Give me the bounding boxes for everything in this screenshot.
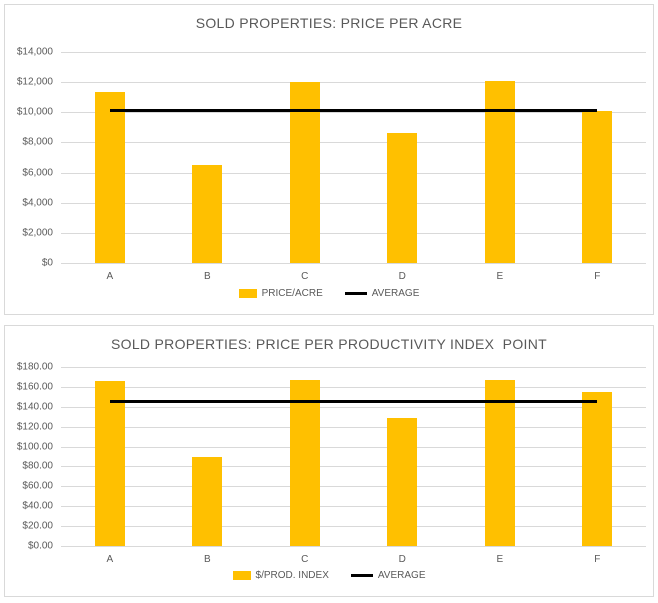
legend-item: AVERAGE bbox=[344, 288, 420, 299]
plot-area bbox=[61, 367, 646, 547]
chart-title: SOLD PROPERTIES: PRICE PER PRODUCTIVITY … bbox=[111, 336, 547, 352]
gridline bbox=[61, 52, 646, 53]
price-per-acre-chart[interactable]: SOLD PROPERTIES: PRICE PER ACRE PRICE/AC… bbox=[4, 4, 654, 315]
bar-B bbox=[192, 456, 223, 546]
legend-line-swatch bbox=[344, 292, 367, 295]
legend-item: $/PROD. INDEX bbox=[232, 570, 329, 581]
x-axis-tick-label: C bbox=[301, 554, 309, 565]
bar-C bbox=[289, 379, 320, 546]
gridline bbox=[61, 506, 646, 508]
y-axis-tick-label: $8,000 bbox=[22, 136, 53, 148]
gridline bbox=[61, 142, 646, 144]
chart-title: SOLD PROPERTIES: PRICE PER ACRE bbox=[195, 15, 463, 31]
gridline bbox=[61, 232, 646, 234]
x-axis-tick-label: C bbox=[301, 271, 309, 282]
gridline bbox=[61, 466, 646, 468]
x-axis-tick-label: E bbox=[496, 271, 504, 282]
bar-B bbox=[192, 165, 223, 263]
x-axis-tick-label: B bbox=[203, 271, 211, 282]
y-axis-tick-label: $80.00 bbox=[22, 460, 53, 472]
x-axis-tick-label: A bbox=[106, 271, 114, 282]
x-axis-tick-label: F bbox=[594, 271, 601, 282]
y-axis-tick-label: $180.00 bbox=[16, 361, 53, 373]
x-axis-tick-label: E bbox=[496, 554, 504, 565]
bar-D bbox=[387, 132, 418, 263]
average-line bbox=[109, 399, 598, 403]
average-line bbox=[109, 109, 598, 113]
legend-line-swatch bbox=[350, 574, 373, 577]
legend-bar-swatch bbox=[232, 571, 251, 580]
y-axis-tick-label: $10,000 bbox=[16, 106, 53, 118]
legend-item: PRICE/ACRE bbox=[238, 288, 323, 299]
legend: $/PROD. INDEX AVERAGE bbox=[5, 570, 653, 581]
y-axis-tick-label: $140.00 bbox=[16, 401, 53, 413]
y-axis-tick-label: $60.00 bbox=[22, 480, 53, 492]
gridline bbox=[61, 202, 646, 204]
x-axis-tick-label: A bbox=[106, 554, 114, 565]
plot-area bbox=[61, 52, 646, 264]
y-axis-tick-label: $6,000 bbox=[22, 167, 53, 179]
y-axis-tick-label: $2,000 bbox=[22, 227, 53, 239]
bar-A bbox=[94, 380, 125, 546]
legend-label: AVERAGE bbox=[371, 288, 420, 299]
gridline bbox=[61, 367, 646, 368]
x-axis-tick-label: D bbox=[398, 554, 406, 565]
x-axis-tick-label: F bbox=[594, 554, 601, 565]
y-axis-tick-label: $4,000 bbox=[22, 197, 53, 209]
bar-F bbox=[582, 110, 613, 263]
x-axis-tick-label: D bbox=[398, 271, 406, 282]
gridline bbox=[61, 426, 646, 428]
y-axis-tick-label: $12,000 bbox=[16, 76, 53, 88]
legend: PRICE/ACRE AVERAGE bbox=[5, 288, 653, 299]
gridline bbox=[61, 172, 646, 174]
legend-label: PRICE/ACRE bbox=[261, 288, 323, 299]
gridline bbox=[61, 446, 646, 448]
gridline bbox=[61, 406, 646, 408]
y-axis-tick-label: $0 bbox=[41, 257, 53, 269]
bar-A bbox=[94, 91, 125, 263]
y-axis-tick-label: $14,000 bbox=[16, 46, 53, 58]
price-per-productivity-index-chart[interactable]: SOLD PROPERTIES: PRICE PER PRODUCTIVITY … bbox=[4, 325, 654, 597]
legend-item: AVERAGE bbox=[350, 570, 426, 581]
y-axis-tick-label: $160.00 bbox=[16, 381, 53, 393]
bar-F bbox=[582, 391, 613, 546]
bar-D bbox=[387, 417, 418, 546]
gridline bbox=[61, 112, 646, 114]
gridline bbox=[61, 386, 646, 388]
legend-label: $/PROD. INDEX bbox=[255, 570, 329, 581]
bar-E bbox=[484, 379, 515, 546]
gridline bbox=[61, 486, 646, 488]
gridline bbox=[61, 546, 646, 547]
y-axis-tick-label: $0.00 bbox=[27, 540, 53, 552]
x-axis-tick-label: B bbox=[203, 554, 211, 565]
y-axis-tick-label: $20.00 bbox=[22, 520, 53, 532]
gridline bbox=[61, 82, 646, 84]
legend-label: AVERAGE bbox=[377, 570, 426, 581]
bar-C bbox=[289, 82, 320, 263]
y-axis-tick-label: $40.00 bbox=[22, 500, 53, 512]
gridline bbox=[61, 263, 646, 264]
y-axis-tick-label: $100.00 bbox=[16, 441, 53, 453]
gridline bbox=[61, 526, 646, 528]
y-axis-tick-label: $120.00 bbox=[16, 421, 53, 433]
legend-bar-swatch bbox=[238, 289, 257, 298]
